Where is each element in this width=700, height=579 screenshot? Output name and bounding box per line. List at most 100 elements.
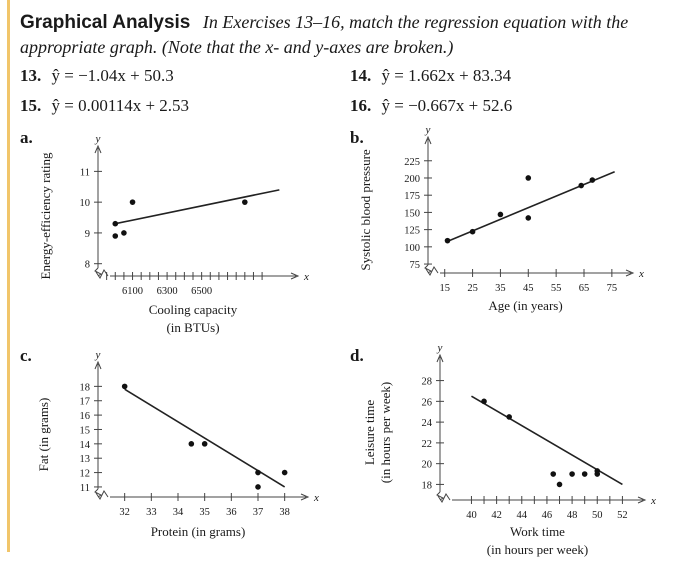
x-axis-arrow xyxy=(625,269,635,277)
y-tick-label: 14 xyxy=(80,440,91,451)
x-axis-title: Cooling capacity xyxy=(149,302,238,317)
x-tick-label: 6300 xyxy=(157,286,178,297)
x-tick-label: 34 xyxy=(173,507,184,518)
data-point xyxy=(481,398,487,405)
y-tick-label: 75 xyxy=(410,260,421,271)
equation-number: 13. xyxy=(20,66,42,85)
y-tick-label: 18 xyxy=(80,382,91,393)
data-point xyxy=(469,228,476,235)
y-tick-label: 17 xyxy=(80,397,91,408)
data-point xyxy=(589,177,596,183)
regression-line xyxy=(115,189,280,225)
left-margin-rule xyxy=(7,0,10,552)
x-tick-label: 33 xyxy=(146,507,157,518)
y-axis-letter: y xyxy=(95,349,101,361)
graph-a-energy-efficiency: y x 8 9 10 11 6100 6300 6500 Cooling capacity (in … xyxy=(38,133,309,335)
y-axis-arrow xyxy=(94,360,102,370)
x-axis-arrow xyxy=(300,493,310,501)
x-tick-label: 45 xyxy=(523,283,534,294)
graph-b-label: b. xyxy=(350,128,364,147)
data-point xyxy=(578,182,585,189)
y-tick-label: 11 xyxy=(80,483,90,494)
graph-d-label: d. xyxy=(350,346,364,365)
instruction-text-2: appropriate graph. (Note that the x- and… xyxy=(20,37,454,57)
y-axis-break xyxy=(436,491,444,501)
data-point xyxy=(556,481,563,488)
x-axis-title-2: (in hours per week) xyxy=(487,542,588,557)
data-point xyxy=(581,471,588,477)
graph-c-label: c. xyxy=(20,346,32,365)
x-tick-label: 42 xyxy=(491,510,502,521)
y-tick-label: 100 xyxy=(404,243,420,254)
y-tick-label: 125 xyxy=(404,226,420,237)
y-tick-label: 20 xyxy=(422,460,433,471)
x-tick-label: 46 xyxy=(542,510,553,521)
equation-13: 13. ŷ = −1.04x + 50.3 xyxy=(20,66,174,86)
data-point xyxy=(255,469,261,476)
y-tick-label: 24 xyxy=(422,418,433,429)
y-tick-label: 26 xyxy=(422,397,433,408)
x-tick-label: 65 xyxy=(579,283,590,294)
y-tick-label: 11 xyxy=(80,167,90,178)
x-tick-label: 50 xyxy=(592,510,603,521)
data-point xyxy=(112,220,119,227)
data-point xyxy=(112,233,119,239)
x-axis-letter: x xyxy=(313,492,319,504)
x-axis-arrow xyxy=(637,496,647,504)
y-axis-break xyxy=(94,267,102,277)
x-tick-label: 32 xyxy=(119,507,130,518)
x-tick-label: 35 xyxy=(495,283,506,294)
regression-line xyxy=(447,171,615,243)
y-tick-label: 200 xyxy=(404,174,420,185)
data-point xyxy=(594,468,601,474)
data-point xyxy=(497,211,504,218)
equation-text: ŷ = 0.00114x + 2.53 xyxy=(51,96,190,115)
graph-b-blood-pressure: y x 75 100 125 150 175 200 225 15 25 35 45 55 65 75 Age … xyxy=(358,124,644,313)
y-tick-label: 15 xyxy=(80,425,91,436)
data-point xyxy=(121,383,128,390)
data-point xyxy=(525,215,532,221)
data-point xyxy=(188,441,195,447)
exercise-header: Graphical Analysis In Exercises 13–16, m… xyxy=(20,10,680,59)
y-axis-break xyxy=(424,264,432,274)
x-tick-label: 35 xyxy=(199,507,210,518)
x-tick-label: 37 xyxy=(253,507,264,518)
instruction-text: In Exercises 13–16, match the regression… xyxy=(202,12,629,32)
x-tick-label: 52 xyxy=(617,510,628,521)
y-axis-title: Energy-efficiency rating xyxy=(38,152,53,279)
equation-text: ŷ = 1.662x + 83.34 xyxy=(381,66,512,85)
y-tick-label: 13 xyxy=(80,454,91,465)
y-tick-label: 9 xyxy=(85,229,90,240)
x-tick-label: 48 xyxy=(567,510,578,521)
data-point xyxy=(201,441,208,447)
graph-d-leisure-work: y x 18 20 22 24 26 28 40 42 44 46 48 50 52 Work time (in… xyxy=(362,342,656,557)
section-title: Graphical Analysis xyxy=(20,12,191,33)
x-axis-letter: x xyxy=(650,495,656,507)
x-axis-title: Work time xyxy=(510,524,565,539)
equation-14: 14. ŷ = 1.662x + 83.34 xyxy=(350,66,511,86)
y-axis-title: Leisure time xyxy=(362,400,377,466)
y-axis-arrow xyxy=(424,135,432,145)
data-point xyxy=(129,199,136,205)
y-tick-label: 28 xyxy=(422,377,433,388)
y-axis-title: Systolic blood pressure xyxy=(358,149,373,271)
y-tick-label: 225 xyxy=(404,157,420,168)
x-tick-label: 6500 xyxy=(191,286,212,297)
y-tick-label: 22 xyxy=(422,439,433,450)
x-axis-break xyxy=(95,269,109,279)
graph-a-label: a. xyxy=(20,128,33,147)
data-point xyxy=(525,175,532,181)
header-line-1: Graphical Analysis In Exercises 13–16, m… xyxy=(20,10,680,35)
x-axis-title-2: (in BTUs) xyxy=(166,320,219,335)
data-point xyxy=(242,199,248,205)
data-point xyxy=(281,469,288,476)
x-tick-label: 44 xyxy=(517,510,528,521)
y-tick-label: 8 xyxy=(85,260,90,271)
x-axis-break xyxy=(95,490,109,500)
y-axis-title: Fat (in grams) xyxy=(36,398,51,472)
y-axis-title-2: (in hours per week) xyxy=(378,382,393,483)
data-point xyxy=(506,414,512,420)
data-point xyxy=(550,471,557,477)
y-axis-letter: y xyxy=(95,133,101,145)
y-axis-arrow xyxy=(94,144,102,154)
